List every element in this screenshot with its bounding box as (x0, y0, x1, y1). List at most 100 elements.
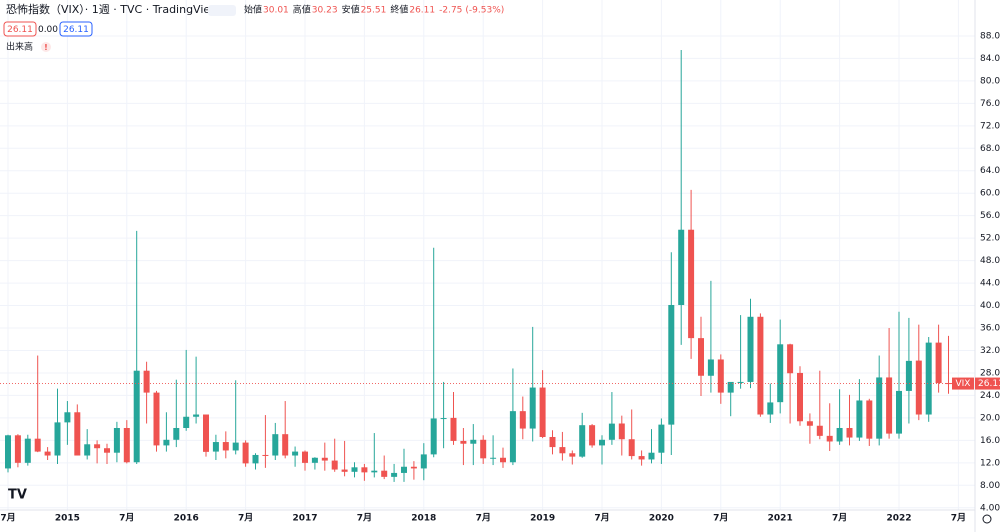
candle-body (579, 425, 586, 457)
last-price-box (975, 377, 1000, 390)
warning-mark: ! (44, 43, 48, 52)
candle-body (638, 456, 645, 460)
candle-body (321, 457, 328, 461)
candle-body (460, 440, 467, 444)
y-tick-label: 64.00 (980, 166, 1000, 176)
candle-body (480, 439, 487, 459)
candle-body (351, 467, 358, 472)
candle-body (648, 452, 655, 460)
series-name-box (952, 377, 974, 390)
ohlc-value: 25.51 (361, 6, 387, 16)
candle-body (262, 454, 269, 456)
candle-body (302, 451, 308, 463)
candle-body (94, 444, 101, 449)
candle-body (767, 402, 774, 415)
candle-body (401, 466, 407, 473)
candle-body (500, 457, 506, 463)
candle-body (628, 439, 635, 457)
logo: TV (8, 488, 27, 503)
chart-title: 恐怖指数（VIX）· 1週 · TVC · TradingView (6, 2, 219, 16)
candle-body (183, 416, 190, 428)
y-tick-label: 88.00 (980, 31, 1000, 41)
candle-body (589, 425, 596, 446)
candle-body (212, 442, 219, 452)
candle-body (173, 427, 180, 440)
y-tick-label: 20.00 (980, 413, 1000, 423)
candle-body (866, 400, 873, 439)
x-tick-label: 2015 (55, 514, 80, 524)
candle-body (361, 467, 368, 473)
candle-body (529, 387, 536, 429)
x-tick-label: 2017 (292, 514, 317, 524)
price-box-text: 26.11 (7, 25, 33, 35)
candle-body (84, 444, 91, 456)
y-tick-label: 80.00 (980, 76, 1000, 86)
candle-body (886, 377, 893, 434)
axes: 4.00 8.00 12.00 16.00 20.00 24.00 28.00 32.00 36… (0, 31, 1000, 524)
candle-body (410, 466, 417, 469)
candle-body (331, 460, 338, 470)
candle-body (727, 381, 734, 393)
price-box[interactable] (59, 21, 93, 37)
candle-body (806, 421, 813, 426)
candle-body (450, 417, 457, 441)
candle-body (113, 427, 120, 453)
candle-body (24, 438, 31, 463)
y-tick-label: 44.00 (980, 279, 1000, 289)
candle-body (54, 422, 61, 456)
x-tick-label: 2021 (768, 514, 793, 524)
candle-body (252, 454, 259, 464)
candle-body (559, 447, 566, 454)
candle-body (737, 381, 744, 383)
price-box[interactable] (3, 21, 37, 37)
candle-body (618, 423, 625, 440)
ohlc-label: 終値 (390, 4, 408, 16)
candle-body (707, 359, 714, 376)
candle-body (14, 435, 21, 463)
candle-body (668, 304, 675, 425)
settings-icon[interactable] (982, 514, 992, 524)
candle-body (470, 439, 477, 444)
candle-body (44, 451, 51, 456)
x-tick-label: 2019 (530, 514, 555, 524)
candle-body (193, 414, 200, 417)
warning-icon[interactable] (41, 42, 51, 52)
x-tick-label: 7月 (476, 513, 491, 524)
volume-label: 出来高 (6, 41, 33, 53)
candle-body (816, 425, 823, 436)
ohlc-label: 安値 (342, 4, 360, 16)
ohlc-value: 26.11 (409, 6, 435, 16)
y-tick-label: 12.00 (980, 458, 1000, 468)
y-tick-label: 84.00 (980, 54, 1000, 64)
candle-body (935, 342, 942, 384)
candle-body (797, 372, 803, 422)
x-tick-label: 7月 (594, 513, 609, 524)
candle-body (747, 316, 754, 382)
series-name: VIX (956, 379, 971, 389)
candle-body (292, 451, 299, 456)
candle-body (311, 457, 318, 463)
candle-body (698, 338, 704, 376)
candle-body (440, 418, 447, 420)
candles (0, 49, 975, 482)
price-box-text: 26.11 (63, 25, 89, 35)
candle-body (569, 453, 576, 457)
toggle[interactable] (208, 5, 236, 16)
candle-body (163, 439, 170, 446)
candle-body (787, 344, 794, 374)
y-tick-label: 8.00 (980, 481, 1000, 491)
candle-body (272, 434, 279, 456)
candle-body (420, 454, 427, 469)
candle-body (490, 457, 497, 459)
y-tick-label: 56.00 (980, 211, 1000, 221)
candle-body (123, 427, 130, 463)
ohlc-label: 始値 (244, 4, 262, 16)
y-tick-label: 60.00 (980, 189, 1000, 199)
candle-body (717, 359, 724, 393)
x-tick-label: 2022 (886, 514, 911, 524)
candle-body (688, 229, 695, 339)
change-pct: (-9.53%) (465, 6, 504, 16)
candle-body (371, 470, 378, 473)
candle-body (856, 400, 863, 438)
